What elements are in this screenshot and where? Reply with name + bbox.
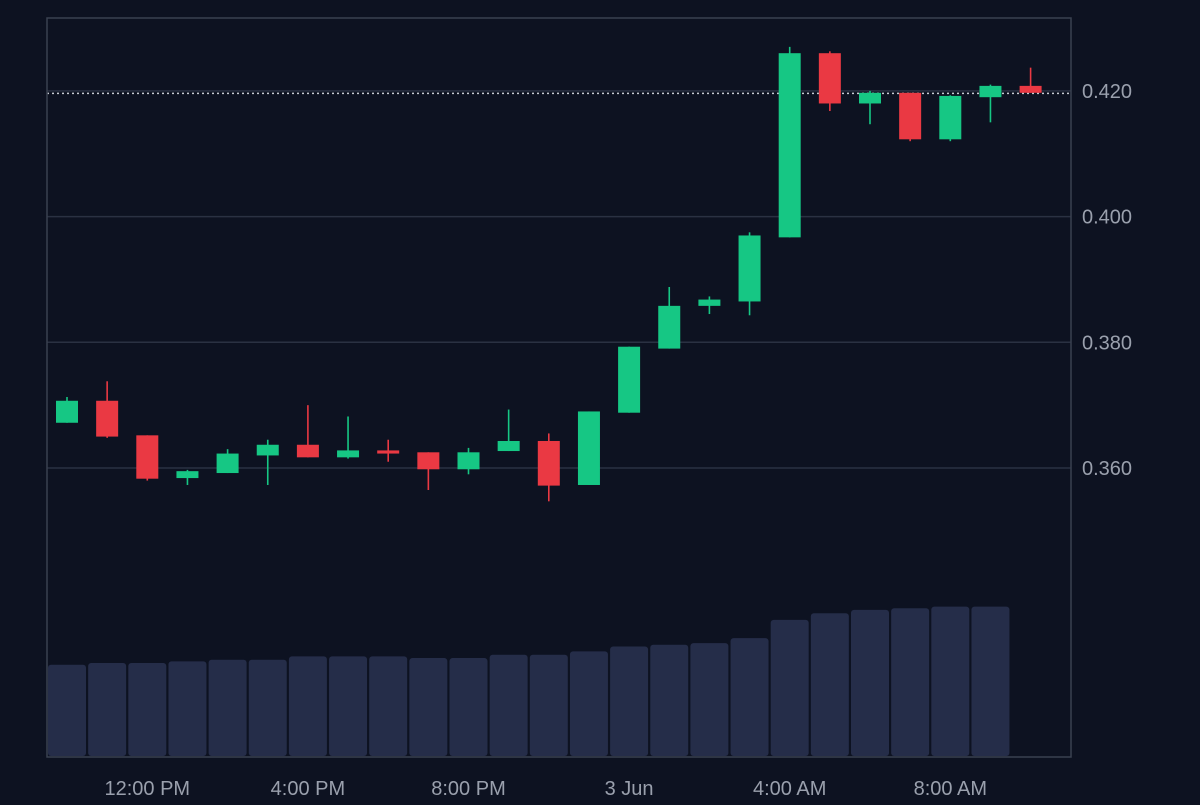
plot-frame — [46, 17, 1072, 758]
x-tick-label: 3 Jun — [605, 778, 654, 800]
y-tick-label: 0.420 — [1082, 81, 1132, 103]
y-axis-labels: 0.360 0.380 0.400 0.420 — [1082, 81, 1132, 480]
x-tick-label: 12:00 PM — [104, 778, 190, 800]
volume-bar — [288, 656, 327, 756]
volume-bar — [971, 606, 1010, 756]
volume-bar — [529, 654, 568, 756]
x-tick-label: 4:00 PM — [271, 778, 345, 800]
volume-bar — [650, 644, 689, 756]
candle-down — [417, 452, 440, 470]
y-tick-label: 0.360 — [1082, 458, 1132, 480]
candle-up — [859, 92, 881, 104]
volume-bar — [931, 606, 970, 756]
candle-up — [56, 400, 78, 423]
x-tick-label: 8:00 PM — [431, 778, 505, 800]
candle-down — [96, 400, 119, 437]
candle-down — [377, 450, 400, 454]
candles — [56, 46, 1042, 502]
volume-bar — [409, 658, 448, 756]
candle-down — [818, 53, 841, 104]
volume-bar — [851, 609, 889, 756]
volume-bar — [489, 654, 528, 756]
x-tick-label: 4:00 AM — [753, 778, 826, 800]
candle-up — [979, 85, 1002, 98]
grid-lines — [47, 90, 1071, 469]
candle-down — [899, 92, 922, 140]
x-tick-label: 8:00 AM — [914, 778, 987, 800]
candle-up — [337, 450, 360, 458]
volume-bar — [168, 661, 207, 756]
candle-up — [256, 444, 279, 456]
volume-bar — [730, 638, 769, 756]
candle-up — [457, 452, 480, 470]
volume-bar — [369, 656, 408, 756]
volume-bar — [329, 656, 368, 756]
volume-bars — [48, 606, 1010, 756]
candle-up — [176, 471, 199, 479]
candle-down — [296, 444, 319, 458]
volume-bar — [48, 664, 86, 756]
volume-bar — [248, 659, 287, 756]
volume-bar — [449, 658, 488, 756]
candle-up — [577, 411, 600, 485]
candle-up — [497, 440, 520, 452]
volume-bar — [891, 608, 930, 756]
candle-up — [216, 453, 239, 474]
volume-bar — [88, 663, 127, 756]
candle-up — [618, 346, 641, 413]
volume-bar — [770, 619, 809, 756]
candle-down — [537, 440, 560, 486]
candle-up — [778, 53, 801, 238]
volume-bar — [690, 643, 729, 756]
candle-up — [738, 235, 761, 302]
volume-bar — [610, 646, 649, 756]
candle-up — [658, 305, 681, 349]
x-axis-labels: 12:00 PM 4:00 PM 8:00 PM 3 Jun 4:00 AM 8:00 A… — [104, 778, 987, 800]
volume-bar — [208, 659, 247, 756]
volume-bar — [128, 663, 167, 756]
y-tick-label: 0.380 — [1082, 332, 1132, 354]
candle-down — [136, 435, 159, 479]
volume-bar — [810, 613, 849, 756]
y-tick-label: 0.400 — [1082, 207, 1132, 229]
candle-up — [698, 299, 721, 306]
candle-down — [1019, 85, 1042, 93]
candle-up — [939, 95, 962, 140]
volume-bar — [569, 651, 608, 756]
